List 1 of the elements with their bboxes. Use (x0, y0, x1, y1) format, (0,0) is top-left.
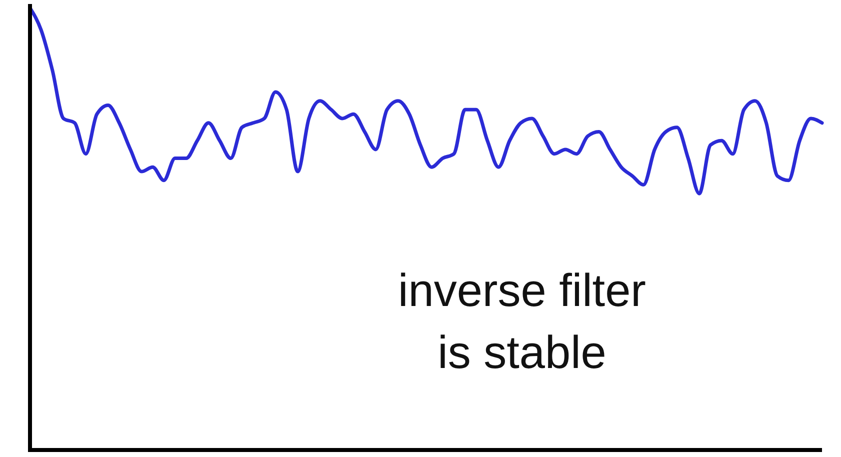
annotation: inverse filter is stable (398, 264, 646, 378)
